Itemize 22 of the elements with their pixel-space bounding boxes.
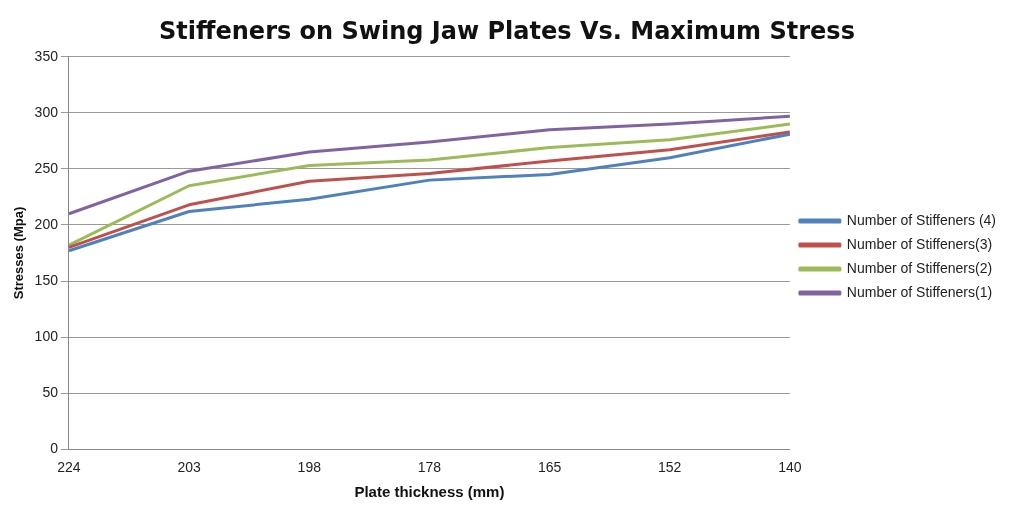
y-tick-label: 200 [34,215,59,232]
x-tick-label: 203 [177,459,201,476]
x-tick-label: 178 [417,459,442,476]
x-axis-title: Plate thickness (mm) [354,483,505,501]
x-tick-label: 165 [537,459,562,476]
y-tick-label: 50 [42,384,59,400]
x-tick-label: 198 [297,459,322,476]
y-axis-title: Stresses (Mpa) [11,206,27,300]
y-tick-label: 250 [34,159,59,176]
y-tick-label: 150 [34,271,59,288]
x-tick-label: 152 [658,459,682,476]
x-tick-label: 224 [57,459,81,476]
legend-label: Number of Stiffeners (4) [846,211,997,228]
legend-label: Number of Stiffeners(2) [846,259,993,276]
legend-label: Number of Stiffeners(3) [846,235,993,252]
chart-title: Stiffeners on Swing Jaw Plates Vs. Maximum Stress [159,16,855,45]
x-tick-label: 140 [778,459,802,476]
legend-label: Number of Stiffeners(1) [846,283,993,300]
y-tick-label: 300 [34,103,59,120]
y-tick-label: 350 [34,47,59,64]
y-tick-label: 100 [34,327,59,344]
y-tick-label: 0 [50,440,59,457]
